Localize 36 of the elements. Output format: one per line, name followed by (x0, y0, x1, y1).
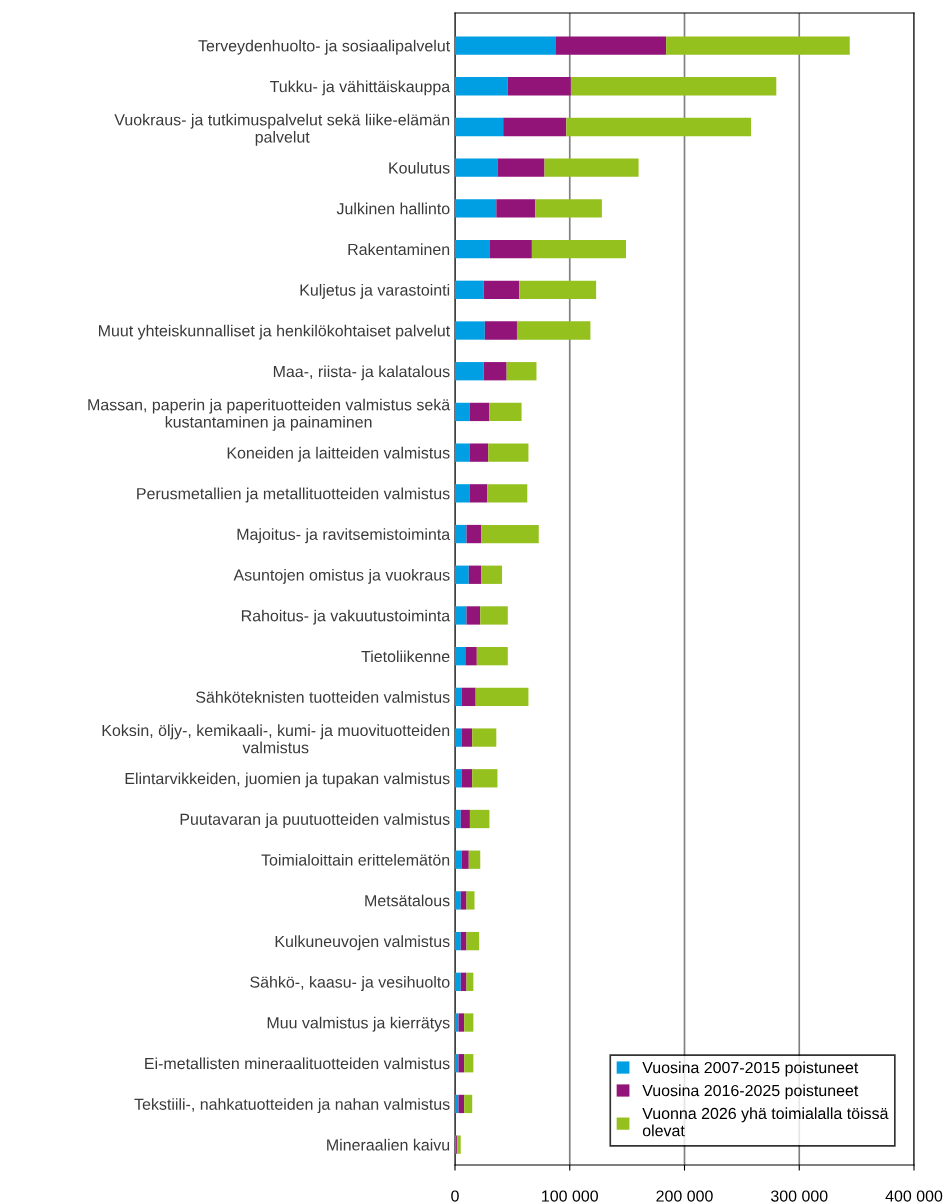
y-tick-label: Ei-metallisten mineraalituotteiden valmistus (145, 1057, 450, 1070)
y-tick-label: Maa-, riista- ja kalatalous (273, 365, 450, 381)
y-tick-label: Vuokraus- ja tutkimuspalvelut sekä liike-elämän palvelut (114, 113, 450, 146)
y-tick-label: Tietoliikenne (361, 650, 450, 663)
y-tick-label: Kuljetus ja varastointi (300, 284, 450, 299)
y-tick-label: Koulutus (389, 161, 450, 174)
y-tick-label: Terveydenhuolto- ja sosiaalipalvelut (198, 39, 451, 55)
legend-label: Vuosina 2007-2015 poistuneet (642, 1061, 859, 1077)
x-tick-label: 0 (451, 1190, 459, 1202)
y-tick-label: Muut yhteiskunnalliset ja henkilökohtaiset palvelut (98, 324, 451, 340)
y-tick-label: Kulkuneuvojen valmistus (275, 935, 450, 951)
y-tick-label: Sähkö-, kaasu- ja vesihuolto (250, 976, 450, 991)
y-tick-label: Massan, paperin ja paperituotteiden valmistus sekä kustantaminen ja painaminen (88, 398, 451, 431)
y-tick-label: Koksin, öljy-, kemikaali-, kumi- ja muovituotteiden valmistus (102, 724, 450, 754)
y-tick-label: Tekstiili-, nahkatuotteiden ja nahan valmistus (134, 1098, 450, 1114)
y-tick-label: Puutavaran ja puutuotteiden valmistus (180, 813, 450, 829)
y-tick-label: Koneiden ja laitteiden valmistus (227, 446, 450, 462)
x-tick-label: 200 000 (656, 1190, 713, 1202)
legend-label: Vuonna 2026 yhä toimialalla töissä olevat (642, 1107, 889, 1137)
y-tick-label: Elintarvikkeiden, juomien ja tupakan valmistus (125, 772, 450, 788)
y-tick-label: Asuntojen omistus ja vuokraus (233, 568, 450, 584)
y-tick-label: Sähköteknisten tuotteiden valmistus (196, 691, 450, 703)
y-tick-label: Julkinen hallinto (336, 202, 450, 215)
y-tick-label: Tukku- ja vähittäiskauppa (269, 80, 451, 96)
y-tick-label: Mineraalien kaivu (327, 1138, 450, 1151)
y-tick-label: Rakentaminen (348, 243, 450, 256)
y-tick-label: Rahoitus- ja vakuutustoiminta (241, 609, 451, 625)
x-tick-label: 100 000 (542, 1190, 598, 1202)
y-tick-label: Toimialoittain erittelemätön (261, 853, 450, 866)
y-tick-label: Metsätalous (365, 894, 450, 907)
y-tick-label: Majoitus- ja ravitsemistoiminta (237, 528, 451, 544)
y-tick-label: Muu valmistus ja kierrätys (267, 1016, 450, 1032)
legend-label: Vuosina 2016-2025 poistuneet (642, 1084, 859, 1100)
x-tick-label: 400 000 (885, 1190, 943, 1202)
x-tick-label: 300 000 (770, 1190, 828, 1202)
y-tick-label: Perusmetallien ja metallituotteiden valmistus (137, 487, 450, 503)
